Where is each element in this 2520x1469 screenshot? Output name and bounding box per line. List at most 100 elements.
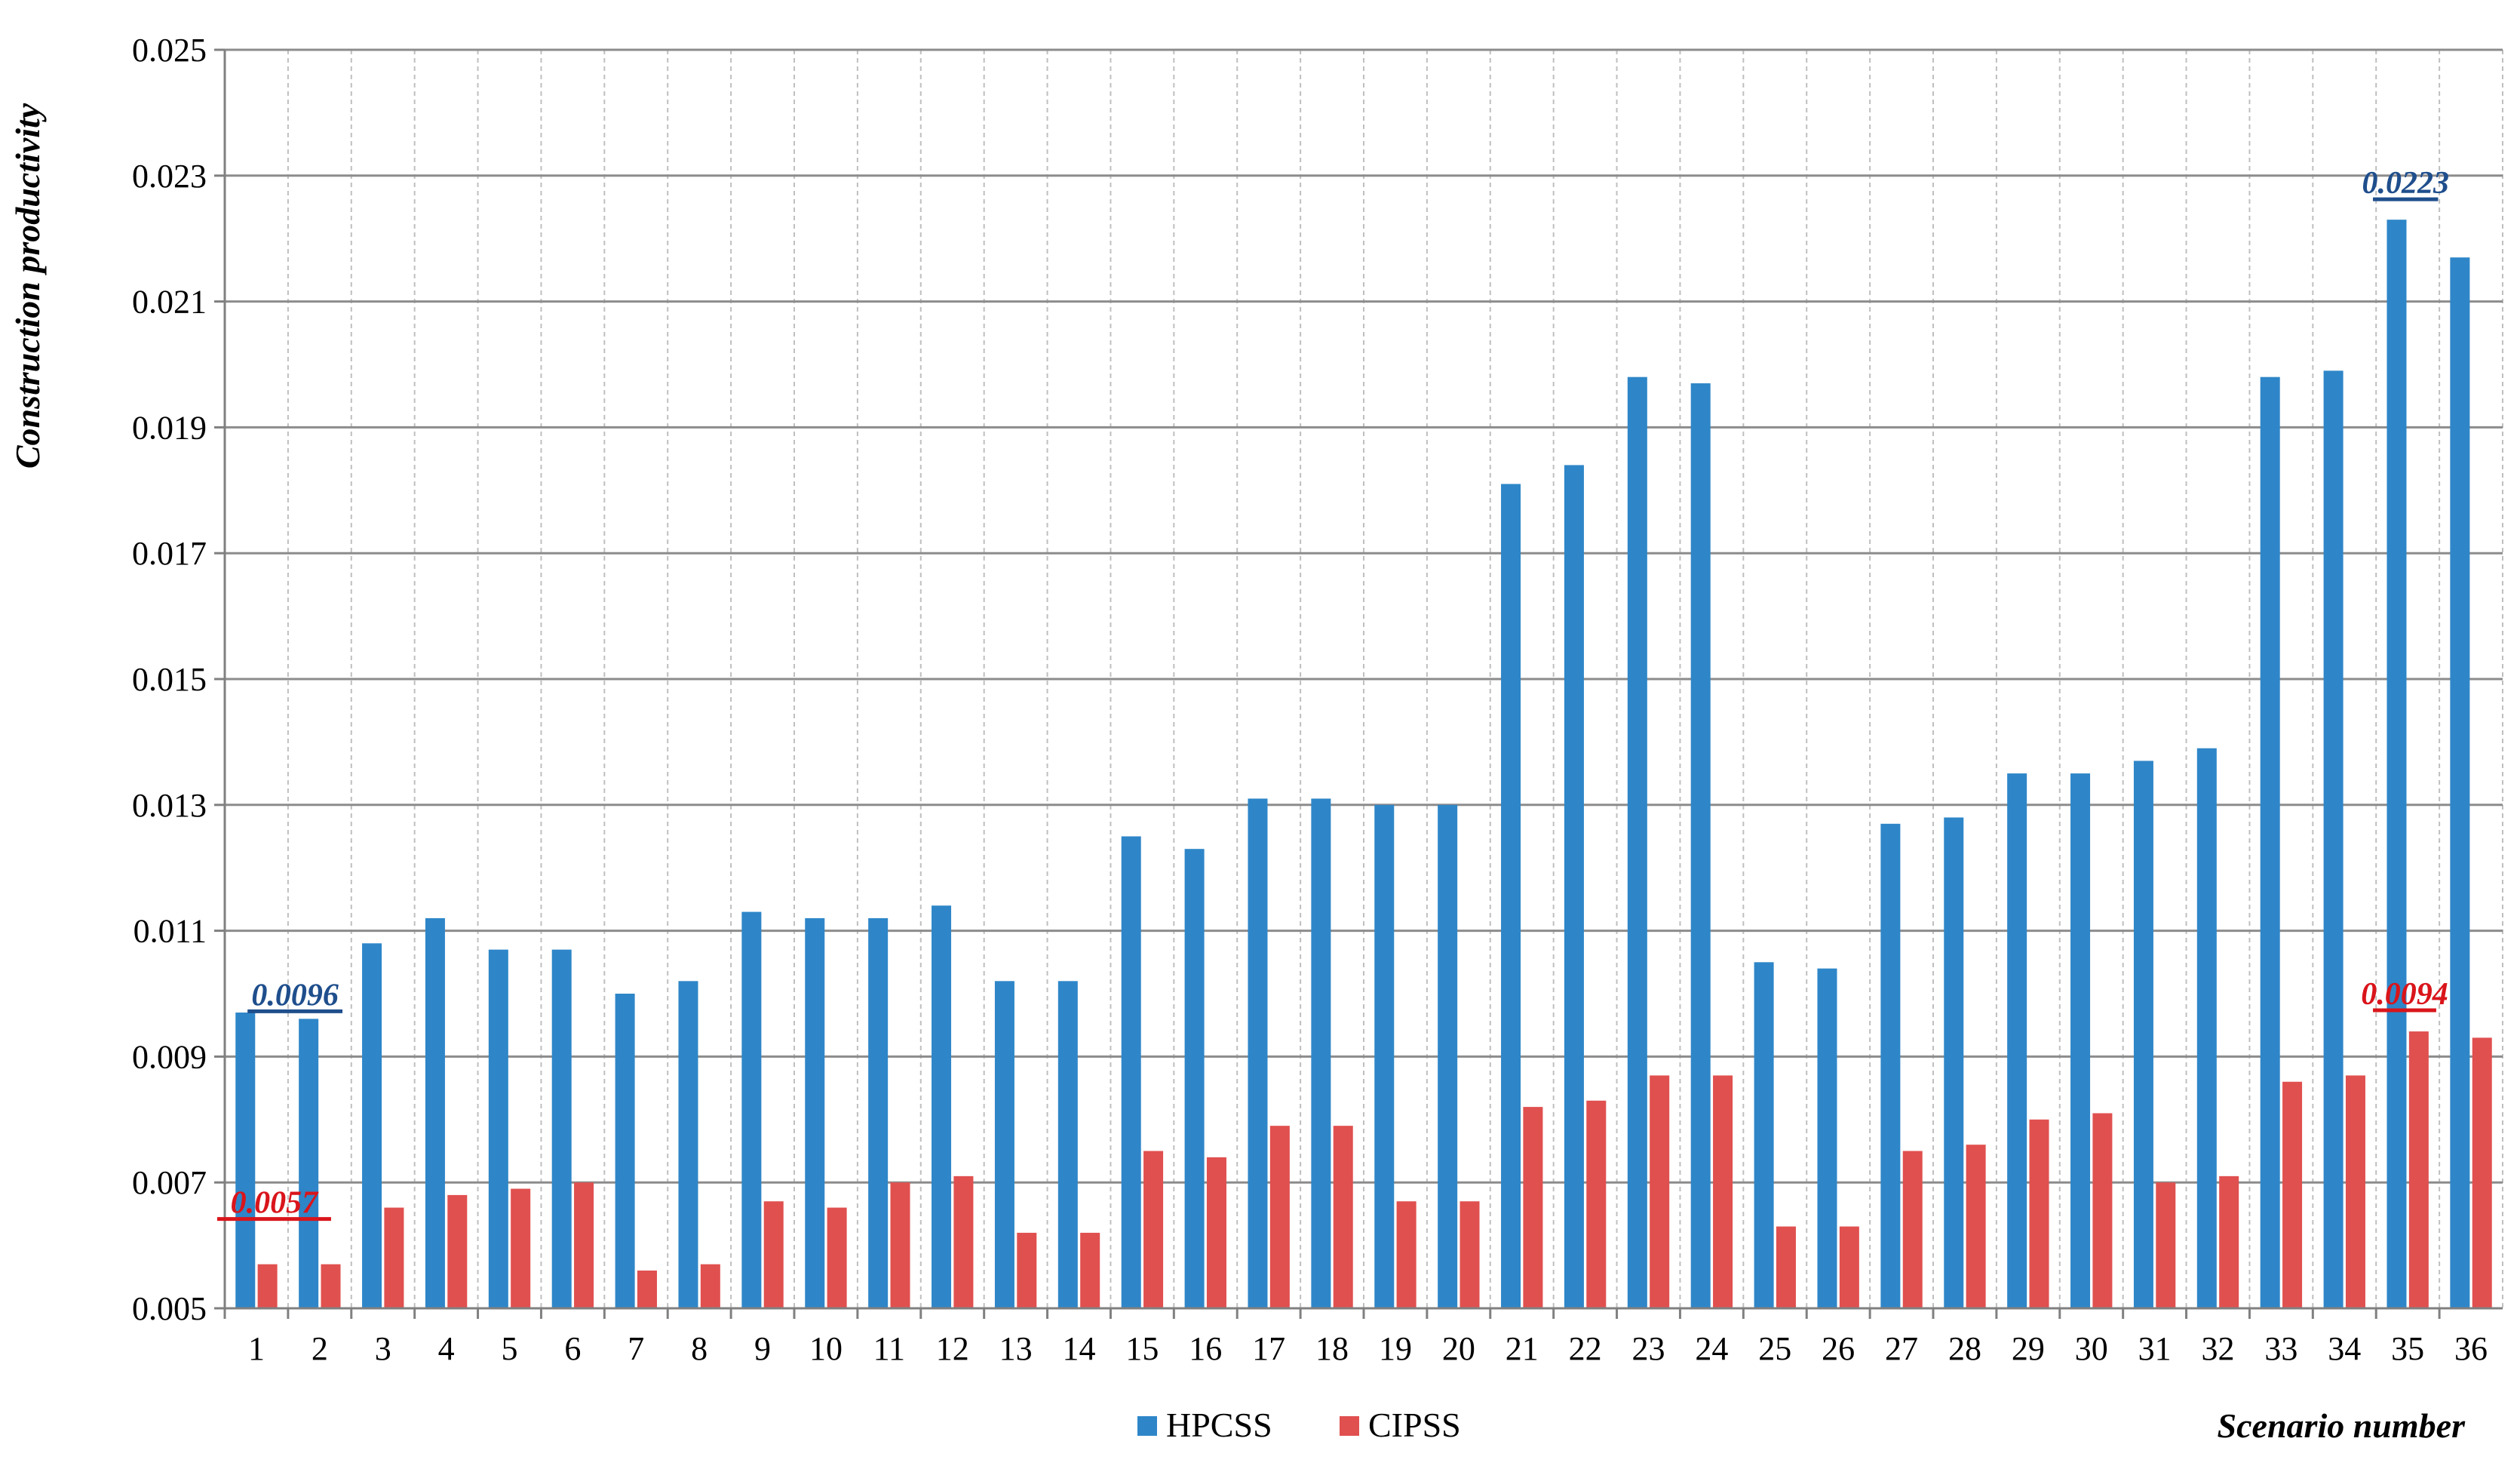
bar-hpcss-25 [1754, 962, 1774, 1308]
bar-hpcss-8 [678, 981, 698, 1308]
bar-cipss-2 [321, 1264, 341, 1308]
bar-cipss-14 [1080, 1232, 1100, 1308]
bar-cipss-4 [447, 1194, 468, 1308]
bar-cipss-35 [2408, 1031, 2429, 1308]
bar-hpcss-7 [615, 994, 635, 1308]
bar-hpcss-10 [805, 917, 825, 1308]
bar-hpcss-26 [1817, 968, 1837, 1308]
bar-hpcss-13 [994, 981, 1014, 1308]
y-tick-label: 0.019 [132, 409, 207, 446]
bar-hpcss-19 [1374, 804, 1395, 1308]
y-tick-label: 0.013 [132, 787, 207, 824]
x-tick-label: 15 [1125, 1330, 1159, 1367]
x-tick-label: 9 [754, 1330, 771, 1367]
x-tick-label: 26 [1822, 1330, 1855, 1367]
legend-swatch-hpcss [1137, 1416, 1157, 1436]
bar-hpcss-23 [1627, 376, 1647, 1309]
bar-hpcss-9 [741, 911, 762, 1308]
bar-hpcss-34 [2323, 370, 2344, 1309]
bar-cipss-12 [953, 1176, 974, 1308]
x-tick-label: 14 [1063, 1330, 1096, 1367]
bar-cipss-10 [827, 1207, 847, 1308]
x-tick-label: 21 [1506, 1330, 1539, 1367]
bar-hpcss-18 [1311, 798, 1331, 1308]
bar-cipss-7 [637, 1270, 657, 1308]
x-tick-label: 31 [2138, 1330, 2172, 1367]
bar-hpcss-3 [362, 943, 382, 1308]
x-tick-label: 16 [1189, 1330, 1222, 1367]
x-tick-label: 32 [2202, 1330, 2235, 1367]
x-tick-label: 11 [873, 1330, 905, 1367]
x-tick-label: 1 [248, 1330, 265, 1367]
x-tick-label: 34 [2328, 1330, 2361, 1367]
x-axis-title: Scenario number [2218, 1406, 2466, 1445]
bar-cipss-9 [763, 1201, 784, 1308]
x-tick-label: 20 [1442, 1330, 1475, 1367]
x-tick-label: 36 [2454, 1330, 2488, 1367]
y-tick-label: 0.007 [132, 1164, 207, 1201]
bar-cipss-3 [384, 1207, 404, 1308]
bar-cipss-32 [2219, 1176, 2239, 1308]
bar-cipss-25 [1776, 1226, 1796, 1308]
x-tick-label: 12 [936, 1330, 969, 1367]
bar-hpcss-30 [2070, 773, 2091, 1308]
x-tick-label: 23 [1632, 1330, 1665, 1367]
x-tick-label: 10 [809, 1330, 843, 1367]
bar-cipss-23 [1650, 1075, 1670, 1308]
y-tick-label: 0.005 [132, 1290, 207, 1327]
bar-cipss-24 [1713, 1075, 1733, 1308]
bar-cipss-13 [1017, 1232, 1037, 1308]
bar-hpcss-35 [2386, 220, 2407, 1309]
annotation-label: 0.0094 [2361, 977, 2448, 1012]
y-tick-label: 0.015 [132, 661, 207, 698]
bar-hpcss-27 [1880, 823, 1901, 1308]
x-tick-label: 13 [999, 1330, 1033, 1367]
x-tick-label: 30 [2075, 1330, 2108, 1367]
x-tick-label: 24 [1695, 1330, 1728, 1367]
bar-cipss-5 [511, 1188, 531, 1308]
bar-hpcss-31 [2133, 761, 2153, 1308]
bar-hpcss-12 [932, 905, 952, 1308]
bar-cipss-34 [2345, 1075, 2365, 1308]
bar-hpcss-33 [2260, 376, 2280, 1309]
bar-cipss-11 [890, 1182, 910, 1308]
bar-hpcss-15 [1121, 836, 1141, 1308]
bar-hpcss-22 [1564, 465, 1584, 1309]
bar-hpcss-6 [551, 949, 572, 1308]
bar-hpcss-4 [425, 917, 445, 1308]
bars [235, 220, 2492, 1309]
x-tick-label: 35 [2391, 1330, 2424, 1367]
bar-cipss-29 [2029, 1119, 2049, 1308]
bar-hpcss-17 [1248, 798, 1268, 1308]
y-tick-label: 0.009 [132, 1038, 207, 1075]
x-tick-label: 27 [1885, 1330, 1918, 1367]
x-tick-label: 28 [1948, 1330, 1981, 1367]
bar-cipss-28 [1966, 1145, 1986, 1308]
bar-hpcss-14 [1057, 981, 1078, 1308]
x-tick-labels: 1 2 3 4 5 6 7 8 9 10 11 12 13 14 15 16 17 18 19 20 21 22 23 24 2… [223, 1308, 2488, 1367]
bar-cipss-26 [1839, 1226, 1859, 1308]
annotation-label: 0.0057 [231, 1186, 320, 1221]
bar-hpcss-11 [868, 917, 889, 1308]
bar-cipss-8 [700, 1264, 720, 1308]
annotation-label: 0.0096 [251, 978, 339, 1013]
bar-cipss-27 [1902, 1151, 1923, 1308]
bar-cipss-36 [2472, 1037, 2492, 1308]
legend: HPCSS CIPSS [1137, 1406, 1461, 1444]
bar-cipss-15 [1143, 1151, 1164, 1308]
legend-swatch-cipss [1340, 1416, 1359, 1436]
bar-cipss-31 [2156, 1182, 2176, 1308]
x-tick-label: 3 [375, 1330, 391, 1367]
bar-cipss-18 [1333, 1126, 1353, 1308]
bar-cipss-17 [1269, 1126, 1290, 1308]
annotations: 0.0096 0.0057 0.0223 0.0094 [216, 166, 2449, 1222]
y-tick-label: 0.025 [132, 32, 207, 69]
bar-cipss-21 [1523, 1107, 1543, 1308]
x-tick-label: 33 [2264, 1330, 2297, 1367]
y-tick-label: 0.017 [132, 535, 207, 572]
bar-hpcss-28 [1944, 817, 1964, 1308]
bar-hpcss-32 [2196, 748, 2217, 1308]
bar-cipss-16 [1206, 1157, 1226, 1308]
bar-hpcss-5 [488, 949, 508, 1308]
